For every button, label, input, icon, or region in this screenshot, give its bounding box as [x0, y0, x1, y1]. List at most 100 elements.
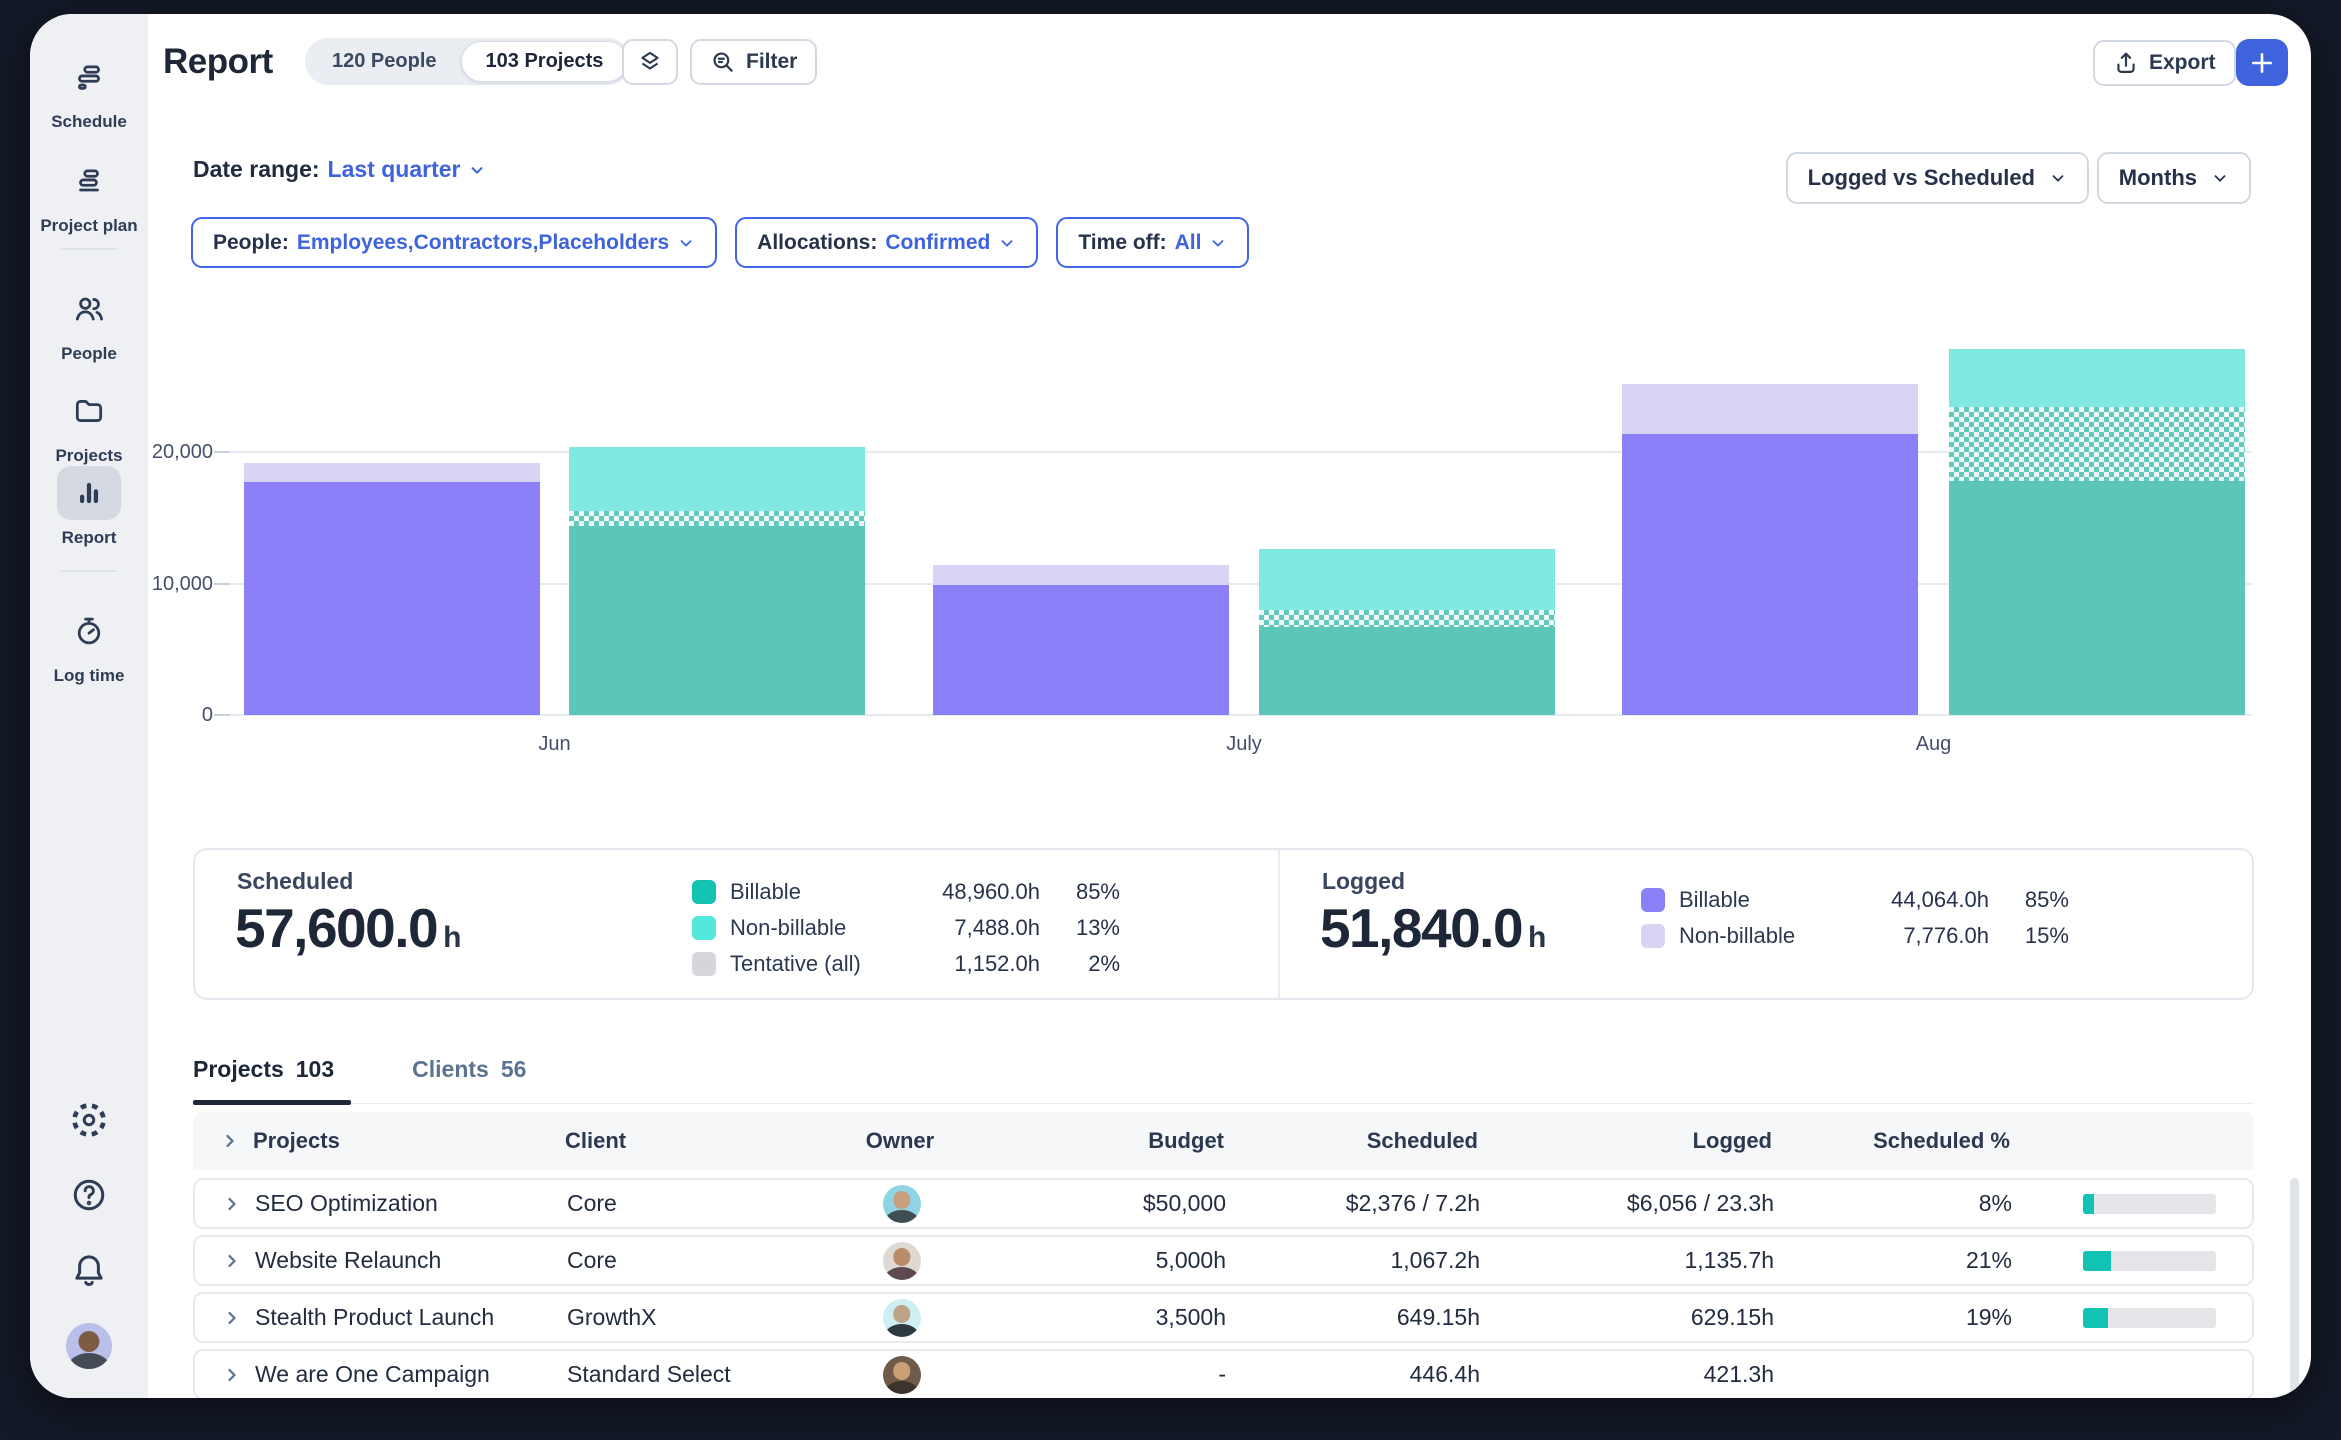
col-projects[interactable]: Projects	[253, 1128, 340, 1153]
legend-label: Tentative (all)	[730, 951, 861, 976]
bar-segment-scheduled-aug[interactable]	[1949, 349, 2245, 408]
view-mode-dropdown[interactable]: Logged vs Scheduled	[1785, 152, 2089, 204]
col-scheduled[interactable]: Scheduled	[1366, 1128, 1478, 1153]
gridline	[230, 451, 2252, 453]
bar-segment-logged-july[interactable]	[933, 584, 1229, 715]
legend-value: 1,152.0h	[954, 951, 1040, 976]
tabs-divider	[193, 1103, 2254, 1104]
filter-pill-people[interactable]: People: Employees,Contractors,Placeholder…	[191, 217, 718, 268]
sidebar-item-label: Schedule	[51, 112, 127, 131]
tab-clients[interactable]: Clients 56	[412, 1056, 527, 1082]
sidebar-item-people[interactable]: People	[30, 282, 148, 364]
bar-segment-scheduled-july[interactable]	[1259, 626, 1555, 715]
help-icon	[73, 1179, 105, 1211]
cell-project: Website Relaunch	[255, 1247, 442, 1273]
sidebar-item-label: People	[61, 344, 117, 363]
cell-client: Standard Select	[567, 1361, 731, 1387]
toggle-people[interactable]: 120 People	[308, 41, 461, 82]
table-header: Projects Client Owner Budget Scheduled L…	[193, 1112, 2254, 1170]
table-scrollbar[interactable]	[2290, 1178, 2299, 1394]
y-axis-label: 10,000	[151, 572, 213, 595]
row-expand-icon[interactable]	[209, 1365, 255, 1385]
add-button[interactable]	[2236, 39, 2288, 86]
bar-segment-scheduled-jun[interactable]	[569, 446, 865, 512]
bar-segment-scheduled-aug[interactable]	[1949, 407, 2245, 481]
sidebar-item-project-plan[interactable]: Project plan	[30, 154, 148, 236]
bar-segment-scheduled-jun[interactable]	[569, 511, 865, 526]
chevron-down-icon	[2214, 175, 2226, 182]
y-axis-label: 0	[201, 704, 213, 726]
date-range-dropdown[interactable]: Date range: Last quarter	[193, 156, 486, 183]
y-tick	[214, 714, 230, 716]
row-expand-icon[interactable]	[209, 1194, 255, 1214]
export-button-label: Export	[2149, 51, 2216, 74]
filter-pill-time-off[interactable]: Time off: All	[1056, 217, 1250, 268]
app-window: Schedule Project plan People Projects Report…	[30, 14, 2311, 1398]
legend-value: 48,960.0h	[942, 879, 1040, 904]
owner-avatar	[883, 1298, 921, 1337]
sidebar-item-report[interactable]: Report	[30, 466, 148, 548]
expand-all-icon[interactable]	[207, 1131, 253, 1151]
sidebar-item-schedule[interactable]: Schedule	[30, 50, 148, 132]
bar-segment-scheduled-july[interactable]	[1259, 609, 1555, 627]
bar-segment-logged-aug[interactable]	[1622, 383, 1918, 434]
cell-scheduled: 1,067.2h	[1390, 1247, 1480, 1273]
bar-segment-logged-aug[interactable]	[1622, 433, 1918, 715]
bar-segment-scheduled-july[interactable]	[1259, 549, 1555, 610]
bar-segment-logged-july[interactable]	[933, 565, 1229, 585]
notifications-button[interactable]	[69, 1250, 109, 1290]
filter-button[interactable]: Filter	[690, 39, 818, 85]
col-owner[interactable]: Owner	[865, 1128, 935, 1153]
bar-segment-scheduled-aug[interactable]	[1949, 480, 2245, 715]
legend-value: 7,488.0h	[954, 915, 1040, 940]
cell-logged: $6,056 / 23.3h	[1626, 1190, 1774, 1216]
pill-label: Time off:	[1078, 230, 1167, 254]
tab-projects[interactable]: Projects 103	[193, 1056, 335, 1082]
row-expand-icon[interactable]	[209, 1251, 255, 1271]
help-button[interactable]	[69, 1175, 109, 1215]
col-scheduled-pct[interactable]: Scheduled %	[1873, 1128, 2010, 1153]
cell-scheduled: 446.4h	[1409, 1361, 1480, 1387]
scheduled-summary: Scheduled 57,600.0 h Billable 48,960.0h 85%…	[195, 850, 1278, 998]
sidebar-divider	[61, 570, 117, 572]
chevron-down-icon	[680, 239, 692, 247]
legend-label: Non-billable	[730, 915, 847, 940]
pill-value: All	[1174, 230, 1202, 254]
table-row-stealth-product-launch[interactable]: Stealth Product Launch GrowthX 3,500h 649.1…	[193, 1292, 2254, 1343]
col-client[interactable]: Client	[565, 1128, 627, 1153]
scheduled-pct-bar	[2083, 1250, 2216, 1271]
filter-search-icon	[713, 52, 733, 72]
row-expand-icon[interactable]	[209, 1308, 255, 1328]
user-avatar[interactable]	[66, 1323, 112, 1369]
report-icon	[79, 482, 99, 504]
cell-budget: 5,000h	[1155, 1247, 1226, 1273]
table-row-we-are-one-campaign[interactable]: We are One Campaign Standard Select - 446.4…	[193, 1349, 2254, 1398]
table-row-website-relaunch[interactable]: Website Relaunch Core 5,000h 1,067.2h 1,135.…	[193, 1235, 2254, 1286]
legend-label: Non-billable	[1678, 923, 1796, 948]
col-logged[interactable]: Logged	[1692, 1128, 1772, 1153]
sidebar-item-projects[interactable]: Projects	[30, 384, 148, 466]
layers-button[interactable]	[622, 39, 678, 85]
cell-project: Stealth Product Launch	[255, 1304, 495, 1330]
export-button[interactable]: Export	[2093, 40, 2236, 86]
page-title: Report	[163, 42, 273, 81]
projects-icon	[75, 400, 103, 422]
legend-pct: 85%	[2024, 887, 2069, 912]
sidebar-item-log-time[interactable]: Log time	[30, 604, 148, 686]
owner-avatar	[883, 1241, 921, 1280]
toggle-projects[interactable]: 103 Projects	[460, 41, 629, 82]
chart-plot: 0 10,000 20,000 Jun July Aug	[152, 335, 2252, 755]
bar-segment-logged-jun[interactable]	[244, 462, 540, 483]
interval-dropdown[interactable]: Months	[2096, 152, 2251, 204]
chevron-down-icon	[1001, 239, 1013, 247]
y-tick	[214, 451, 230, 453]
filter-pill-allocations[interactable]: Allocations: Confirmed	[735, 217, 1039, 268]
table-row-seo-optimization[interactable]: SEO Optimization Core $50,000 $2,376 / 7.2h…	[193, 1178, 2254, 1229]
bar-segment-scheduled-jun[interactable]	[569, 525, 865, 715]
layers-icon	[641, 51, 659, 70]
col-budget[interactable]: Budget	[1148, 1128, 1224, 1153]
date-range-value: Last quarter	[327, 156, 461, 182]
settings-button[interactable]	[69, 1100, 109, 1140]
bar-segment-logged-jun[interactable]	[244, 482, 540, 715]
scheduled-label: Scheduled	[237, 868, 354, 894]
